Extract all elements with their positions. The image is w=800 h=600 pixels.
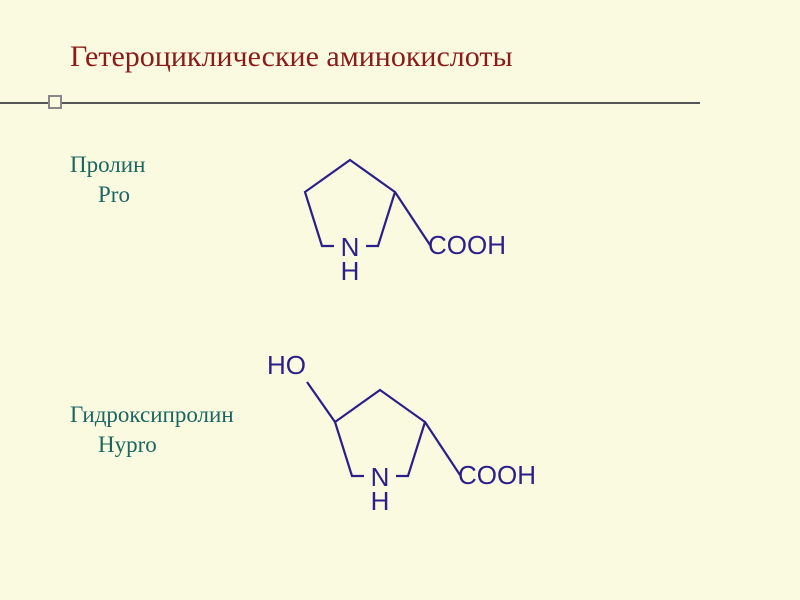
hypro-cooh-bond xyxy=(425,422,460,475)
hypro-abbr-text: Hypro xyxy=(70,430,260,460)
proline-svg: N H COOH xyxy=(260,150,560,300)
proline-cooh-label: COOH xyxy=(428,230,506,260)
compound-proline-row: Пролин Pro N H COOH xyxy=(0,150,800,300)
hypro-cooh-label: COOH xyxy=(458,460,536,490)
hypro-ho-label: HO xyxy=(267,350,306,380)
slide-container: Гетероциклические аминокислоты Пролин Pr… xyxy=(0,0,800,600)
divider-accent-square xyxy=(48,95,62,109)
proline-structure: N H COOH xyxy=(260,150,560,300)
proline-cooh-bond xyxy=(395,192,430,245)
hypro-oh-bond xyxy=(307,382,335,422)
hypro-name-text: Гидроксипролин xyxy=(70,402,234,427)
hydroxyproline-structure: N H COOH HO xyxy=(260,350,590,530)
title-divider xyxy=(0,102,700,104)
page-title: Гетероциклические аминокислоты xyxy=(0,0,800,74)
proline-name-text: Пролин xyxy=(70,152,145,177)
hypro-h-label: H xyxy=(371,486,390,516)
proline-h-label: H xyxy=(341,256,360,286)
compound-hydroxyproline-row: Гидроксипролин Hypro N H COOH HO xyxy=(0,350,800,530)
proline-abbr-text: Pro xyxy=(70,180,260,210)
compound-name-hydroxyproline: Гидроксипролин Hypro xyxy=(0,350,260,460)
hypro-svg: N H COOH HO xyxy=(260,350,590,530)
compound-name-proline: Пролин Pro xyxy=(0,150,260,210)
